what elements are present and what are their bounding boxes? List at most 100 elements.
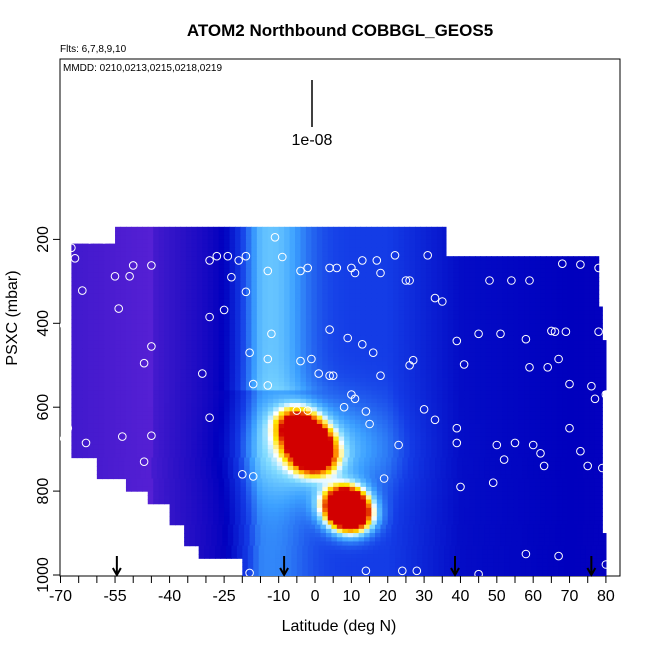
heatmap-cell bbox=[502, 327, 509, 333]
heatmap-cell bbox=[382, 331, 389, 337]
heatmap-cell bbox=[415, 331, 422, 337]
heatmap-cell bbox=[485, 398, 492, 404]
heatmap-cell bbox=[71, 440, 78, 446]
heatmap-cell bbox=[273, 390, 280, 396]
heatmap-cell bbox=[371, 335, 378, 341]
heatmap-cell bbox=[409, 394, 416, 400]
heatmap-cell bbox=[365, 272, 372, 278]
heatmap-cell bbox=[338, 340, 345, 345]
heatmap-cell bbox=[327, 352, 334, 358]
heatmap-cell bbox=[289, 440, 296, 446]
heatmap-cell bbox=[185, 314, 192, 320]
heatmap-cell bbox=[164, 306, 171, 312]
heatmap-cell bbox=[322, 377, 329, 383]
heatmap-cell bbox=[551, 361, 558, 366]
heatmap-cell bbox=[485, 344, 492, 350]
heatmap-cell bbox=[256, 423, 263, 429]
heatmap-cell bbox=[295, 419, 302, 425]
heatmap-cell bbox=[169, 348, 176, 354]
heatmap-cell bbox=[251, 407, 258, 412]
heatmap-cell bbox=[551, 411, 558, 417]
heatmap-cell bbox=[584, 423, 591, 429]
heatmap-cell bbox=[175, 407, 182, 412]
heatmap-cell bbox=[125, 298, 132, 303]
heatmap-cell bbox=[207, 394, 214, 400]
heatmap-cell bbox=[513, 340, 520, 345]
heatmap-cell bbox=[125, 256, 132, 261]
heatmap-cell bbox=[447, 403, 454, 408]
heatmap-cell bbox=[196, 394, 203, 400]
heatmap-cell bbox=[507, 352, 514, 358]
heatmap-cell bbox=[207, 352, 214, 358]
heatmap-cell bbox=[295, 314, 302, 320]
heatmap-cell bbox=[371, 432, 378, 438]
heatmap-cell bbox=[202, 340, 209, 345]
heatmap-cell bbox=[518, 264, 525, 270]
heatmap-cell bbox=[594, 444, 602, 450]
heatmap-cell bbox=[567, 403, 574, 408]
heatmap-cell bbox=[256, 306, 263, 312]
heatmap-cell bbox=[442, 382, 449, 387]
heatmap-cell bbox=[316, 356, 323, 362]
heatmap-cell bbox=[458, 373, 465, 379]
heatmap-cell bbox=[556, 390, 563, 396]
heatmap-cell bbox=[567, 293, 574, 299]
heatmap-cell bbox=[98, 302, 105, 308]
heatmap-cell bbox=[185, 239, 192, 245]
heatmap-cell bbox=[436, 377, 443, 383]
heatmap-cell bbox=[322, 449, 329, 454]
heatmap-cell bbox=[76, 256, 83, 261]
heatmap-cell bbox=[513, 428, 520, 433]
heatmap-cell bbox=[589, 314, 596, 320]
heatmap-cell bbox=[453, 285, 460, 291]
heatmap-cell bbox=[98, 251, 105, 257]
heatmap-cell bbox=[202, 423, 209, 429]
heatmap-cell bbox=[289, 331, 296, 337]
heatmap-cell bbox=[109, 369, 116, 375]
heatmap-cell bbox=[295, 444, 302, 450]
heatmap-cell bbox=[267, 390, 274, 396]
heatmap-cell bbox=[316, 432, 323, 438]
heatmap-cell bbox=[169, 239, 176, 245]
heatmap-cell bbox=[284, 377, 291, 383]
heatmap-cell bbox=[147, 365, 154, 371]
heatmap-cell bbox=[256, 293, 263, 299]
heatmap-cell bbox=[240, 260, 247, 266]
heatmap-cell bbox=[169, 268, 176, 274]
heatmap-cell bbox=[524, 314, 531, 320]
heatmap-cell bbox=[464, 407, 471, 412]
heatmap-cell bbox=[76, 411, 83, 417]
heatmap-cell bbox=[431, 293, 438, 299]
heatmap-cell bbox=[289, 361, 296, 366]
heatmap-cell bbox=[431, 440, 438, 446]
heatmap-cell bbox=[76, 302, 83, 308]
heatmap-cell bbox=[284, 306, 291, 312]
heatmap-cell bbox=[365, 423, 372, 429]
heatmap-cell bbox=[338, 415, 345, 421]
heatmap-cell bbox=[436, 281, 443, 287]
heatmap-cell bbox=[393, 314, 400, 320]
heatmap-cell bbox=[98, 247, 105, 253]
heatmap-cell bbox=[213, 268, 220, 274]
heatmap-cell bbox=[578, 386, 585, 392]
heatmap-cell bbox=[120, 390, 127, 396]
heatmap-cell bbox=[262, 428, 269, 433]
heatmap-cell bbox=[136, 411, 143, 417]
heatmap-cell bbox=[109, 243, 116, 249]
heatmap-cell bbox=[191, 231, 198, 236]
heatmap-cell bbox=[136, 335, 143, 341]
heatmap-cell bbox=[109, 428, 116, 433]
heatmap-cell bbox=[556, 268, 563, 274]
heatmap-cell bbox=[213, 340, 220, 345]
heatmap-cell bbox=[136, 247, 143, 253]
heatmap-cell bbox=[507, 281, 514, 287]
heatmap-cell bbox=[98, 281, 105, 287]
heatmap-cell bbox=[387, 440, 394, 446]
heatmap-cell bbox=[480, 377, 487, 383]
heatmap-cell bbox=[502, 369, 509, 375]
heatmap-cell bbox=[344, 256, 351, 261]
heatmap-cell bbox=[425, 365, 432, 371]
heatmap-cell bbox=[131, 440, 138, 446]
heatmap-cell bbox=[469, 436, 476, 442]
heatmap-cell bbox=[415, 260, 422, 266]
